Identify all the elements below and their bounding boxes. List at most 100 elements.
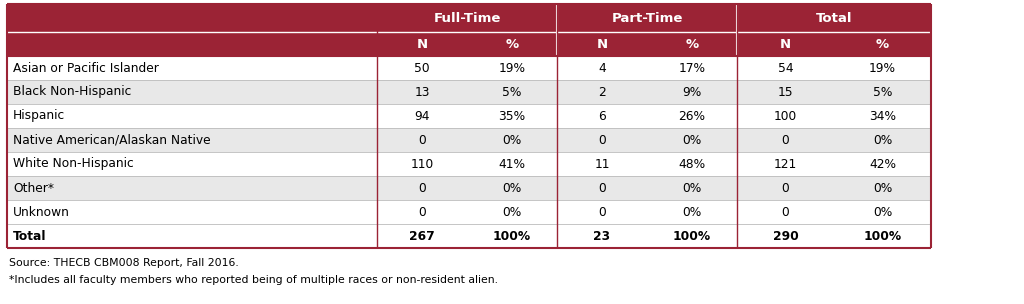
Text: 100: 100 [774, 109, 797, 123]
Text: 23: 23 [594, 230, 610, 243]
Text: 9%: 9% [682, 85, 701, 98]
Bar [737, 224, 834, 248]
Bar [7, 200, 377, 224]
Bar [737, 152, 834, 176]
Text: 13: 13 [415, 85, 430, 98]
Text: N: N [780, 37, 792, 50]
Bar [557, 224, 647, 248]
Text: 100%: 100% [493, 230, 531, 243]
Bar [377, 104, 467, 128]
Text: 41%: 41% [499, 157, 525, 171]
Text: %: % [685, 37, 698, 50]
Text: 0: 0 [781, 181, 790, 195]
Bar [557, 32, 647, 56]
Text: 110: 110 [411, 157, 433, 171]
Bar [834, 56, 931, 80]
Bar [834, 80, 931, 104]
Text: 0: 0 [598, 133, 606, 147]
Text: 100%: 100% [673, 230, 711, 243]
Text: N: N [596, 37, 607, 50]
Bar [377, 224, 467, 248]
Bar [377, 152, 467, 176]
Bar [557, 4, 737, 32]
Bar [557, 200, 647, 224]
Text: N: N [417, 37, 428, 50]
Text: 0%: 0% [503, 133, 521, 147]
Text: 100%: 100% [863, 230, 901, 243]
Text: %: % [876, 37, 889, 50]
Text: %: % [506, 37, 518, 50]
Bar [467, 80, 557, 104]
Bar [647, 56, 737, 80]
Text: Total: Total [13, 230, 46, 243]
Bar [377, 80, 467, 104]
Text: Native American/Alaskan Native: Native American/Alaskan Native [13, 133, 211, 147]
Bar [834, 176, 931, 200]
Bar [467, 176, 557, 200]
Text: 34%: 34% [869, 109, 896, 123]
Bar [467, 32, 557, 56]
Text: 42%: 42% [869, 157, 896, 171]
Bar [467, 104, 557, 128]
Text: 0%: 0% [503, 181, 521, 195]
Bar [467, 200, 557, 224]
Bar [647, 32, 737, 56]
Bar [834, 104, 931, 128]
Bar [647, 200, 737, 224]
Bar [377, 200, 467, 224]
Bar [737, 200, 834, 224]
Bar [647, 128, 737, 152]
Text: 5%: 5% [872, 85, 892, 98]
Text: Part-Time: Part-Time [611, 12, 683, 25]
Bar [647, 176, 737, 200]
Text: 19%: 19% [499, 61, 525, 74]
Bar [377, 176, 467, 200]
Bar [557, 128, 647, 152]
Bar [647, 224, 737, 248]
Text: *Includes all faculty members who reported being of multiple races or non-reside: *Includes all faculty members who report… [9, 275, 498, 285]
Text: 0: 0 [418, 181, 426, 195]
Text: White Non-Hispanic: White Non-Hispanic [13, 157, 134, 171]
Bar [737, 128, 834, 152]
Bar [7, 224, 377, 248]
Text: Black Non-Hispanic: Black Non-Hispanic [13, 85, 131, 98]
Text: Full-Time: Full-Time [433, 12, 501, 25]
Bar [7, 104, 377, 128]
Bar [557, 104, 647, 128]
Bar [647, 80, 737, 104]
Text: 0%: 0% [682, 206, 701, 219]
Text: 35%: 35% [499, 109, 525, 123]
Text: 0: 0 [781, 206, 790, 219]
Text: 54: 54 [777, 61, 794, 74]
Text: 0: 0 [781, 133, 790, 147]
Bar [737, 104, 834, 128]
Text: 0: 0 [418, 206, 426, 219]
Text: 94: 94 [415, 109, 430, 123]
Bar [834, 224, 931, 248]
Bar [557, 152, 647, 176]
Bar [737, 80, 834, 104]
Text: 0%: 0% [872, 206, 892, 219]
Text: 6: 6 [598, 109, 606, 123]
Bar [737, 32, 834, 56]
Text: 121: 121 [774, 157, 797, 171]
Bar [467, 224, 557, 248]
Text: 50: 50 [414, 61, 430, 74]
Text: Asian or Pacific Islander: Asian or Pacific Islander [13, 61, 159, 74]
Bar [7, 152, 377, 176]
Bar [377, 32, 467, 56]
Bar [467, 56, 557, 80]
Bar [377, 128, 467, 152]
Bar [647, 152, 737, 176]
Text: Other*: Other* [13, 181, 54, 195]
Text: 11: 11 [594, 157, 609, 171]
Bar [7, 4, 377, 32]
Text: 2: 2 [598, 85, 606, 98]
Bar [557, 56, 647, 80]
Text: 4: 4 [598, 61, 606, 74]
Text: 48%: 48% [679, 157, 706, 171]
Bar [7, 128, 377, 152]
Text: 15: 15 [777, 85, 794, 98]
Bar [834, 200, 931, 224]
Bar [377, 4, 557, 32]
